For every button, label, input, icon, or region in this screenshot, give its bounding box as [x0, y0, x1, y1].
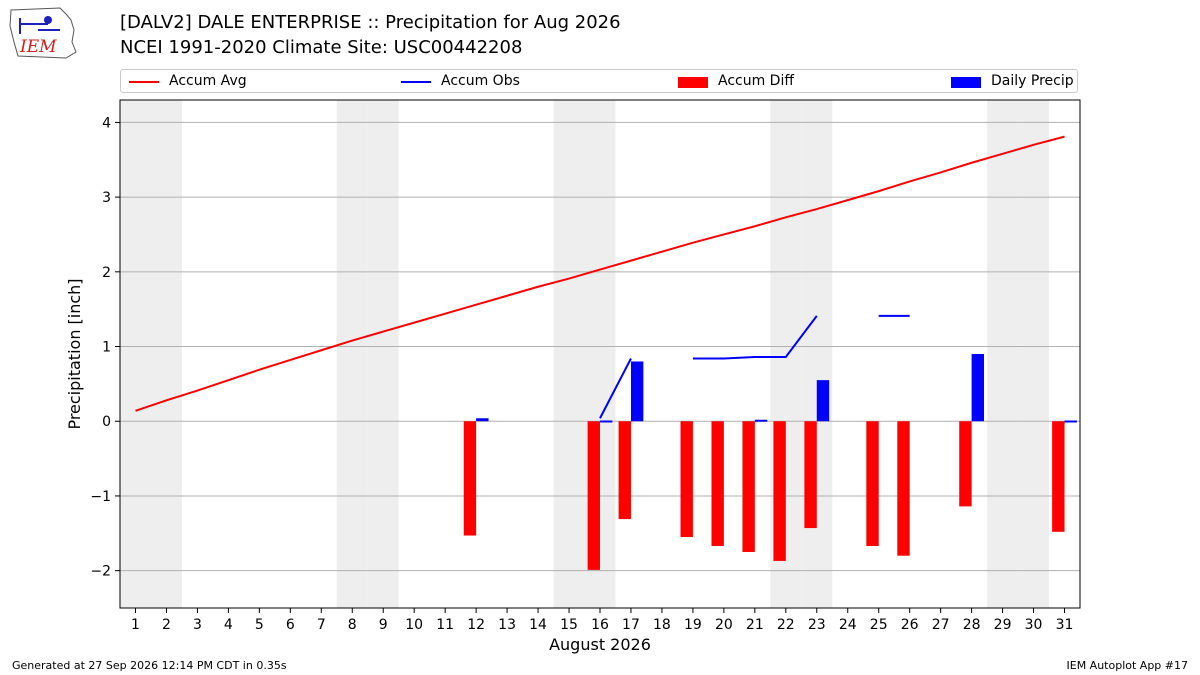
accum-obs-line-segment-1 [692, 315, 818, 360]
accum-diff-bar-23 [804, 421, 817, 529]
x-tick-label-7: 7 [317, 617, 326, 633]
accum-diff-bar-28 [959, 421, 972, 507]
x-tick-label-20: 20 [715, 617, 733, 633]
x-tick-label-9: 9 [379, 617, 388, 633]
legend-swatch-daily-precip [951, 77, 981, 88]
daily-precip-bar-16 [600, 420, 613, 423]
accum-diff-bar-21 [742, 421, 755, 552]
legend-label-daily-precip: Daily Precip [991, 73, 1074, 89]
x-tick-label-16: 16 [591, 617, 609, 633]
x-tick-label-10: 10 [405, 617, 423, 633]
accum-diff-bar-31 [1052, 421, 1065, 532]
x-tick-label-25: 25 [870, 617, 888, 633]
accum-diff-bar-19 [680, 421, 693, 538]
x-tick-label-26: 26 [901, 617, 919, 633]
x-tick-label-3: 3 [193, 617, 202, 633]
chart-title: [DALV2] DALE ENTERPRISE :: Precipitation… [120, 12, 621, 33]
weekend-band-8 [336, 100, 368, 608]
y-tick-label-4: 2 [102, 265, 111, 281]
y-axis-label: Precipitation [inch] [65, 278, 84, 429]
x-tick-label-28: 28 [963, 617, 981, 633]
x-tick-label-1: 1 [131, 617, 140, 633]
daily-precip-bar-23 [816, 380, 830, 422]
daily-precip-bar-31 [1064, 420, 1077, 423]
accum-diff-bar-12 [463, 421, 477, 536]
x-tick-label-31: 31 [1056, 617, 1074, 633]
x-tick-label-15: 15 [560, 617, 578, 633]
x-tick-label-29: 29 [994, 617, 1012, 633]
x-axis-label: August 2026 [549, 635, 651, 654]
accum-obs-line-segment-0 [599, 358, 632, 419]
legend-label-accum-avg: Accum Avg [169, 73, 247, 89]
daily-precip-bar-21 [754, 419, 768, 422]
weekend-band-30 [1018, 100, 1050, 608]
footer-generated-text: Generated at 27 Sep 2026 12:14 PM CDT in… [12, 659, 287, 672]
x-tick-label-19: 19 [684, 617, 702, 633]
x-tick-label-14: 14 [529, 617, 547, 633]
x-tick-label-21: 21 [746, 617, 764, 633]
x-tick-label-18: 18 [653, 617, 671, 633]
x-tick-label-4: 4 [224, 617, 233, 633]
accum-avg-line-segment-0 [135, 135, 1065, 412]
daily-precip-bar-28 [971, 354, 984, 422]
x-tick-label-13: 13 [498, 617, 516, 633]
daily-precip-bar-17 [630, 361, 644, 422]
x-tick-label-30: 30 [1025, 617, 1043, 633]
legend-swatch-accum-obs [401, 81, 431, 83]
y-tick-label-3: 1 [102, 340, 111, 356]
y-tick-label-2: 0 [102, 414, 111, 430]
legend-label-accum-obs: Accum Obs [441, 73, 520, 89]
accum-diff-bar-25 [866, 421, 879, 546]
x-tick-label-2: 2 [162, 617, 171, 633]
weekend-band-1 [120, 100, 151, 608]
accum-diff-bar-20 [711, 421, 724, 546]
y-tick-label-5: 3 [102, 190, 111, 206]
footer-app-id: IEM Autoplot App #17 [1066, 659, 1189, 672]
y-tick-label-0: −2 [90, 564, 111, 580]
weekend-band-9 [367, 100, 399, 608]
weekend-band-23 [801, 100, 833, 608]
y-tick-label-6: 4 [102, 115, 111, 131]
weekend-band-29 [987, 100, 1019, 608]
y-tick-label-1: −1 [90, 489, 111, 505]
iem-logo: IEM [8, 6, 82, 60]
legend: Accum Avg Accum Obs Accum Diff Daily Pre… [120, 69, 1078, 93]
svg-text:IEM: IEM [19, 37, 57, 57]
accum-diff-bar-17 [618, 421, 631, 520]
daily-precip-bar-12 [476, 418, 489, 422]
x-tick-label-6: 6 [286, 617, 295, 633]
legend-label-accum-diff: Accum Diff [718, 73, 795, 89]
weekend-band-2 [150, 100, 182, 608]
x-tick-label-22: 22 [777, 617, 795, 633]
x-tick-label-12: 12 [467, 617, 485, 633]
legend-swatch-accum-avg [129, 81, 159, 83]
x-tick-label-8: 8 [348, 617, 357, 633]
x-tick-label-17: 17 [622, 617, 640, 633]
chart-subtitle: NCEI 1991-2020 Climate Site: USC00442208 [120, 37, 523, 58]
accum-diff-bar-16 [587, 421, 600, 570]
x-tick-label-11: 11 [436, 617, 454, 633]
weekend-band-15 [553, 100, 585, 608]
x-tick-label-24: 24 [839, 617, 857, 633]
x-tick-label-27: 27 [932, 617, 950, 633]
accum-diff-bar-22 [773, 421, 786, 561]
legend-swatch-accum-diff [678, 77, 708, 88]
accum-diff-bar-26 [897, 421, 910, 556]
x-tick-label-23: 23 [808, 617, 826, 633]
x-tick-label-5: 5 [255, 617, 264, 633]
